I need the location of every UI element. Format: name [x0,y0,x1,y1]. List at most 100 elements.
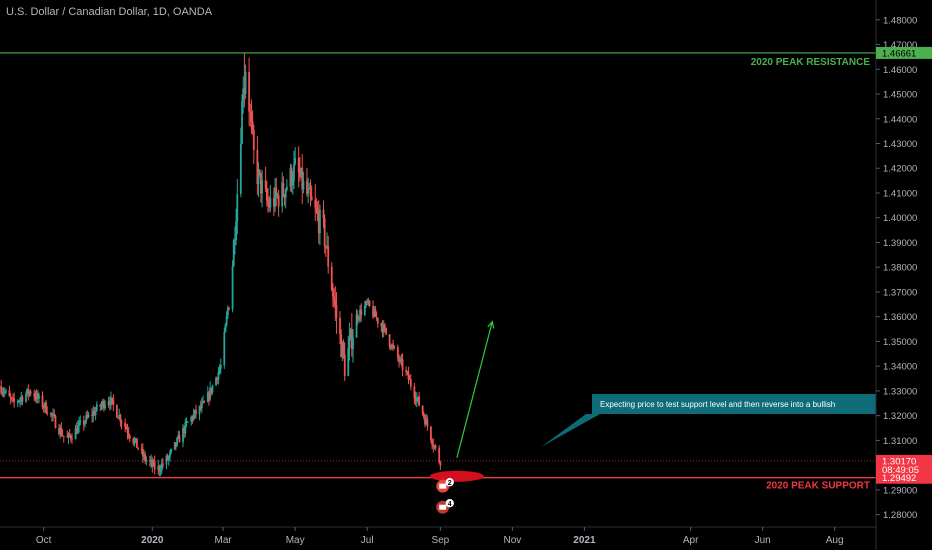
candle-body [239,143,242,194]
candle-body [434,445,437,448]
candle-body [195,409,197,415]
candle-body [54,416,57,429]
candle-body [310,196,313,201]
candle-body [19,399,21,402]
candle-body [3,391,6,393]
candle-body [74,428,77,440]
candle-body [243,88,246,95]
support-marker[interactable] [429,470,484,482]
candle-body [165,456,168,465]
candle-body [298,172,301,177]
candle-body [283,194,286,198]
candle-body [218,368,221,373]
candle-body [431,440,433,445]
candle-body [306,180,308,194]
candle-body [274,187,276,207]
time-axis[interactable]: Oct 2020 Mar May Jul Sep Nov 2021 Apr Jun Aug [0,526,876,546]
event-count-badge [445,499,454,508]
candle-body [314,200,317,208]
candle-body [46,412,49,415]
candle-body [261,179,263,194]
candle-body [16,401,19,403]
resistance-price-tag-text: 1.46661 [882,48,916,59]
candle-body [20,396,23,400]
candle-body [75,428,78,434]
candle-body [358,318,360,320]
candle-body [125,426,128,430]
candle-body [43,402,46,408]
candle-body [356,314,359,320]
candle-body [382,324,385,333]
candle-body [289,167,292,187]
candle-body [202,401,204,403]
candle-body [297,158,300,173]
candle-body [439,462,442,466]
candle-body [228,307,230,310]
price-tick-label: 1.41000 [883,188,917,199]
price-tick-label: 1.48000 [883,15,917,26]
candle-body [355,314,358,338]
candle-body [385,327,387,335]
candle-body [422,413,425,418]
candle-body [58,428,60,435]
candle-body [350,329,353,350]
bullish-arrow[interactable] [456,321,493,458]
candle-body [149,460,151,462]
candle-body [91,414,93,417]
candle-body [38,395,40,399]
candle-body [225,315,228,325]
candle-body [272,197,275,207]
candle-body [29,391,32,394]
candle-body [393,346,396,348]
candle-body [112,399,115,406]
candle-body [71,438,73,440]
candle-body [267,200,269,205]
candle-body [424,417,426,425]
candle-body [77,425,79,434]
candle-body [373,309,376,317]
candle-body [178,435,181,443]
candle-body [185,421,188,423]
candle-body [217,372,220,380]
candle-body [294,158,297,164]
candle-body [236,193,239,222]
price-axis[interactable]: 1.48000 1.47000 1.46000 1.45000 1.44000 1.430… [875,0,932,550]
candle-body [234,240,236,242]
candle-body [35,393,38,400]
price-tick-label: 1.33000 [883,386,917,397]
candle-body [28,391,31,395]
candle-body [276,195,279,197]
candle-body [291,180,294,186]
candle-body [153,461,156,470]
candle-body [265,188,268,201]
candle-body [264,179,267,189]
candle-body [94,410,97,416]
candle-body [343,354,346,376]
price-tick-label: 1.36000 [883,312,917,323]
candle-body [134,438,137,441]
candle-body [347,347,350,376]
candle-body [366,301,369,303]
candle-body [330,266,333,291]
time-tick-label: Jul [361,535,374,546]
candle-body [215,377,217,386]
candle-body [102,401,105,409]
candle-body [53,414,56,417]
price-tick-label: 1.31000 [883,436,917,447]
candle-body [372,306,374,317]
candle-body [224,324,227,333]
candle-body [398,357,400,362]
candle-body [159,470,162,472]
candle-body [143,454,145,457]
time-tick-label: May [286,535,305,546]
candle-body [401,359,404,371]
candle-body [86,415,89,418]
time-tick-label: 2020 [141,535,164,546]
candle-body [62,435,65,437]
support-price-tag [876,471,932,484]
candle-body [339,317,341,334]
candle-body [388,334,391,347]
candle-body [203,401,206,403]
candle-body [115,405,118,418]
